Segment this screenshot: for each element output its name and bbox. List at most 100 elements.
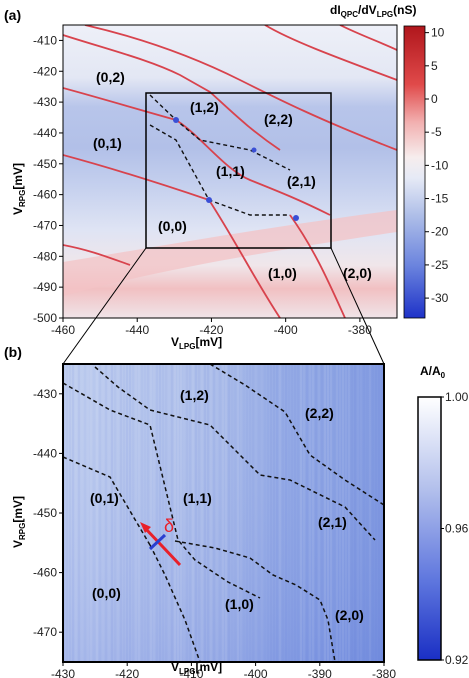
panel-b-colorbar-ticks: 1.00 0.96 0.92 xyxy=(441,390,469,667)
panel-a-region-2-0: (2,0) xyxy=(343,265,372,281)
panel-a-line-3 xyxy=(63,87,177,121)
panel-b-colorbar-tick-label: 0.96 xyxy=(445,522,469,536)
panel-b-delta-crossbar xyxy=(148,533,167,551)
panel-b-region-2-2: (2,2) xyxy=(305,405,334,421)
panel-b-x-tick-label: -380 xyxy=(372,667,396,678)
panel-a-line-1 xyxy=(84,25,397,151)
panel-b-delta-arrowhead xyxy=(140,522,151,533)
panel-b-delta-line xyxy=(143,526,182,567)
panel-b-y-tick-label: -440 xyxy=(33,446,57,460)
panel-b-dash-center xyxy=(63,382,261,599)
panel-a-x-tick-label: -440 xyxy=(125,323,149,337)
panel-a-colorbar-tick-label: -25 xyxy=(431,258,449,272)
panel-b-dash-bottom xyxy=(149,544,201,662)
panel-a-colorbar-tick-label: 10 xyxy=(431,26,445,40)
panel-a-y-axis-label: VRPG[mV] xyxy=(11,163,27,215)
panel-a-y-ticks: -410 -420 -430 -440 -450 -460 -470 -480 -490 -500 xyxy=(33,33,63,325)
panel-a-x-tick-label: -460 xyxy=(51,323,75,337)
panel-a-heatmap xyxy=(63,25,397,318)
panel-b-x-ticks: -430 -420 -410 -400 -390 -380 xyxy=(51,662,396,678)
panel-b-y-tick-label: -450 xyxy=(33,506,57,520)
panel-b-colorbar xyxy=(417,396,442,661)
panel-a-y-tick-label: -490 xyxy=(33,280,57,294)
panel-b-region-0-0: (0,0) xyxy=(92,585,121,601)
panel-b-region-1-0: (1,0) xyxy=(225,596,254,612)
panel-b-delta-label: δ xyxy=(164,516,174,536)
panel-b-dashed-lines xyxy=(63,364,384,662)
panel-a-triple-point-2 xyxy=(206,197,212,203)
panel-b-label: (b) xyxy=(4,344,22,360)
panel-a-colorbar-tick-label: -5 xyxy=(431,125,442,139)
panel-b-dash-top-middle xyxy=(94,366,376,541)
panel-a-x-tick-label: -380 xyxy=(348,323,372,337)
panel-a-x-ticks: -460 -440 -420 -400 -380 xyxy=(51,318,372,337)
panel-b-region-0-1: (0,1) xyxy=(90,490,119,506)
zoom-connector-left xyxy=(62,247,147,365)
panel-a-colorbar-ticks: 10 5 0 -5 -10 -15 -20 -25 -30 xyxy=(425,26,449,305)
panel-b-region-2-0: (2,0) xyxy=(335,607,364,623)
panel-b-x-tick-label: -400 xyxy=(244,667,268,678)
zoom-connector-right xyxy=(330,247,385,365)
panel-a-y-tick-label: -450 xyxy=(33,157,57,171)
panel-a-line-9 xyxy=(63,244,131,266)
panel-b-colorbar-tick-label: 1.00 xyxy=(445,390,469,404)
panel-a-region-0-2: (0,2) xyxy=(96,69,125,85)
panel-b-region-1-2: (1,2) xyxy=(180,387,209,403)
panel-b-y-axis-label: VRPG[mV] xyxy=(11,496,27,548)
panel-a-colorbar-tick-label: -15 xyxy=(431,192,449,206)
panel-b-colorbar-tick-label: 0.92 xyxy=(445,653,469,667)
panel-a-line-6 xyxy=(289,214,346,318)
panel-a-zoom-box xyxy=(145,92,332,249)
panel-a-x-axis-label: VLPG[mV] xyxy=(171,335,222,351)
panel-b-x-tick-label: -390 xyxy=(308,667,332,678)
panel-b-region-1-1: (1,1) xyxy=(183,490,212,506)
panel-a-triple-point-3 xyxy=(293,215,299,221)
panel-a-region-1-2: (1,2) xyxy=(190,99,219,115)
panel-b-y-ticks: -430 -440 -450 -460 -470 xyxy=(33,387,63,639)
panel-a-line-7 xyxy=(264,25,397,81)
panel-b-y-tick-label: -430 xyxy=(33,387,57,401)
panel-b-streaks xyxy=(63,364,383,662)
panel-a-colorbar-tick-label: -20 xyxy=(431,225,449,239)
panel-b-shade xyxy=(63,364,384,662)
panel-a-region-0-1: (0,1) xyxy=(93,135,122,151)
panel-a-y-tick-label: -440 xyxy=(33,126,57,140)
panel-b-dash-left xyxy=(63,456,151,546)
panel-a-region-2-2: (2,2) xyxy=(264,111,293,127)
panel-a-colorbar-tick-label: 0 xyxy=(431,92,438,106)
panel-a-colorbar-tick-label: -10 xyxy=(431,158,449,172)
panel-b-y-tick-label: -460 xyxy=(33,566,57,580)
panel-a-pink-band xyxy=(63,210,397,296)
panel-b-dash-right-lower xyxy=(174,540,336,662)
panel-a-y-tick-label: -480 xyxy=(33,249,57,263)
panel-a-y-tick-label: -410 xyxy=(33,33,57,47)
panel-a-region-1-1: (1,1) xyxy=(216,163,245,179)
panel-a-region-2-1: (2,1) xyxy=(287,173,316,189)
panel-b-x-tick-label: -430 xyxy=(51,667,75,678)
panel-b-y-tick-label: -470 xyxy=(33,625,57,639)
panel-a-line-8 xyxy=(339,25,397,51)
panel-a-triple-point-1 xyxy=(173,117,179,123)
panel-a-y-tick-label: -460 xyxy=(33,188,57,202)
panel-a-colorbar-tick-label: -30 xyxy=(431,291,449,305)
panel-b-x-tick-label: -410 xyxy=(179,667,203,678)
panel-a-region-1-0: (1,0) xyxy=(268,265,297,281)
panel-a-frame xyxy=(62,24,398,319)
panel-b-colorbar-title: A/A0 xyxy=(420,364,446,380)
panel-b-x-axis-label: VLPG[mV] xyxy=(171,660,222,676)
panel-a-x-tick-label: -400 xyxy=(274,323,298,337)
panel-a-line-2 xyxy=(63,34,281,151)
panel-a-y-tick-label: -420 xyxy=(33,64,57,78)
panel-a-dash-1 xyxy=(149,94,291,171)
panel-a-y-tick-label: -430 xyxy=(33,95,57,109)
panel-a-y-tick-label: -500 xyxy=(33,311,57,325)
panel-a-colorbar-title: dIQPC/dVLPG(nS) xyxy=(330,3,416,19)
panel-a-x-tick-label: -420 xyxy=(199,323,223,337)
panel-b-region-2-1: (2,1) xyxy=(318,514,347,530)
panel-b-dash-top-right xyxy=(209,364,384,506)
panel-a-colorbar-tick-label: 5 xyxy=(431,59,438,73)
panel-b-x-tick-label: -420 xyxy=(115,667,139,678)
panel-a-label: (a) xyxy=(4,7,21,23)
panel-b-heatmap xyxy=(63,364,384,662)
